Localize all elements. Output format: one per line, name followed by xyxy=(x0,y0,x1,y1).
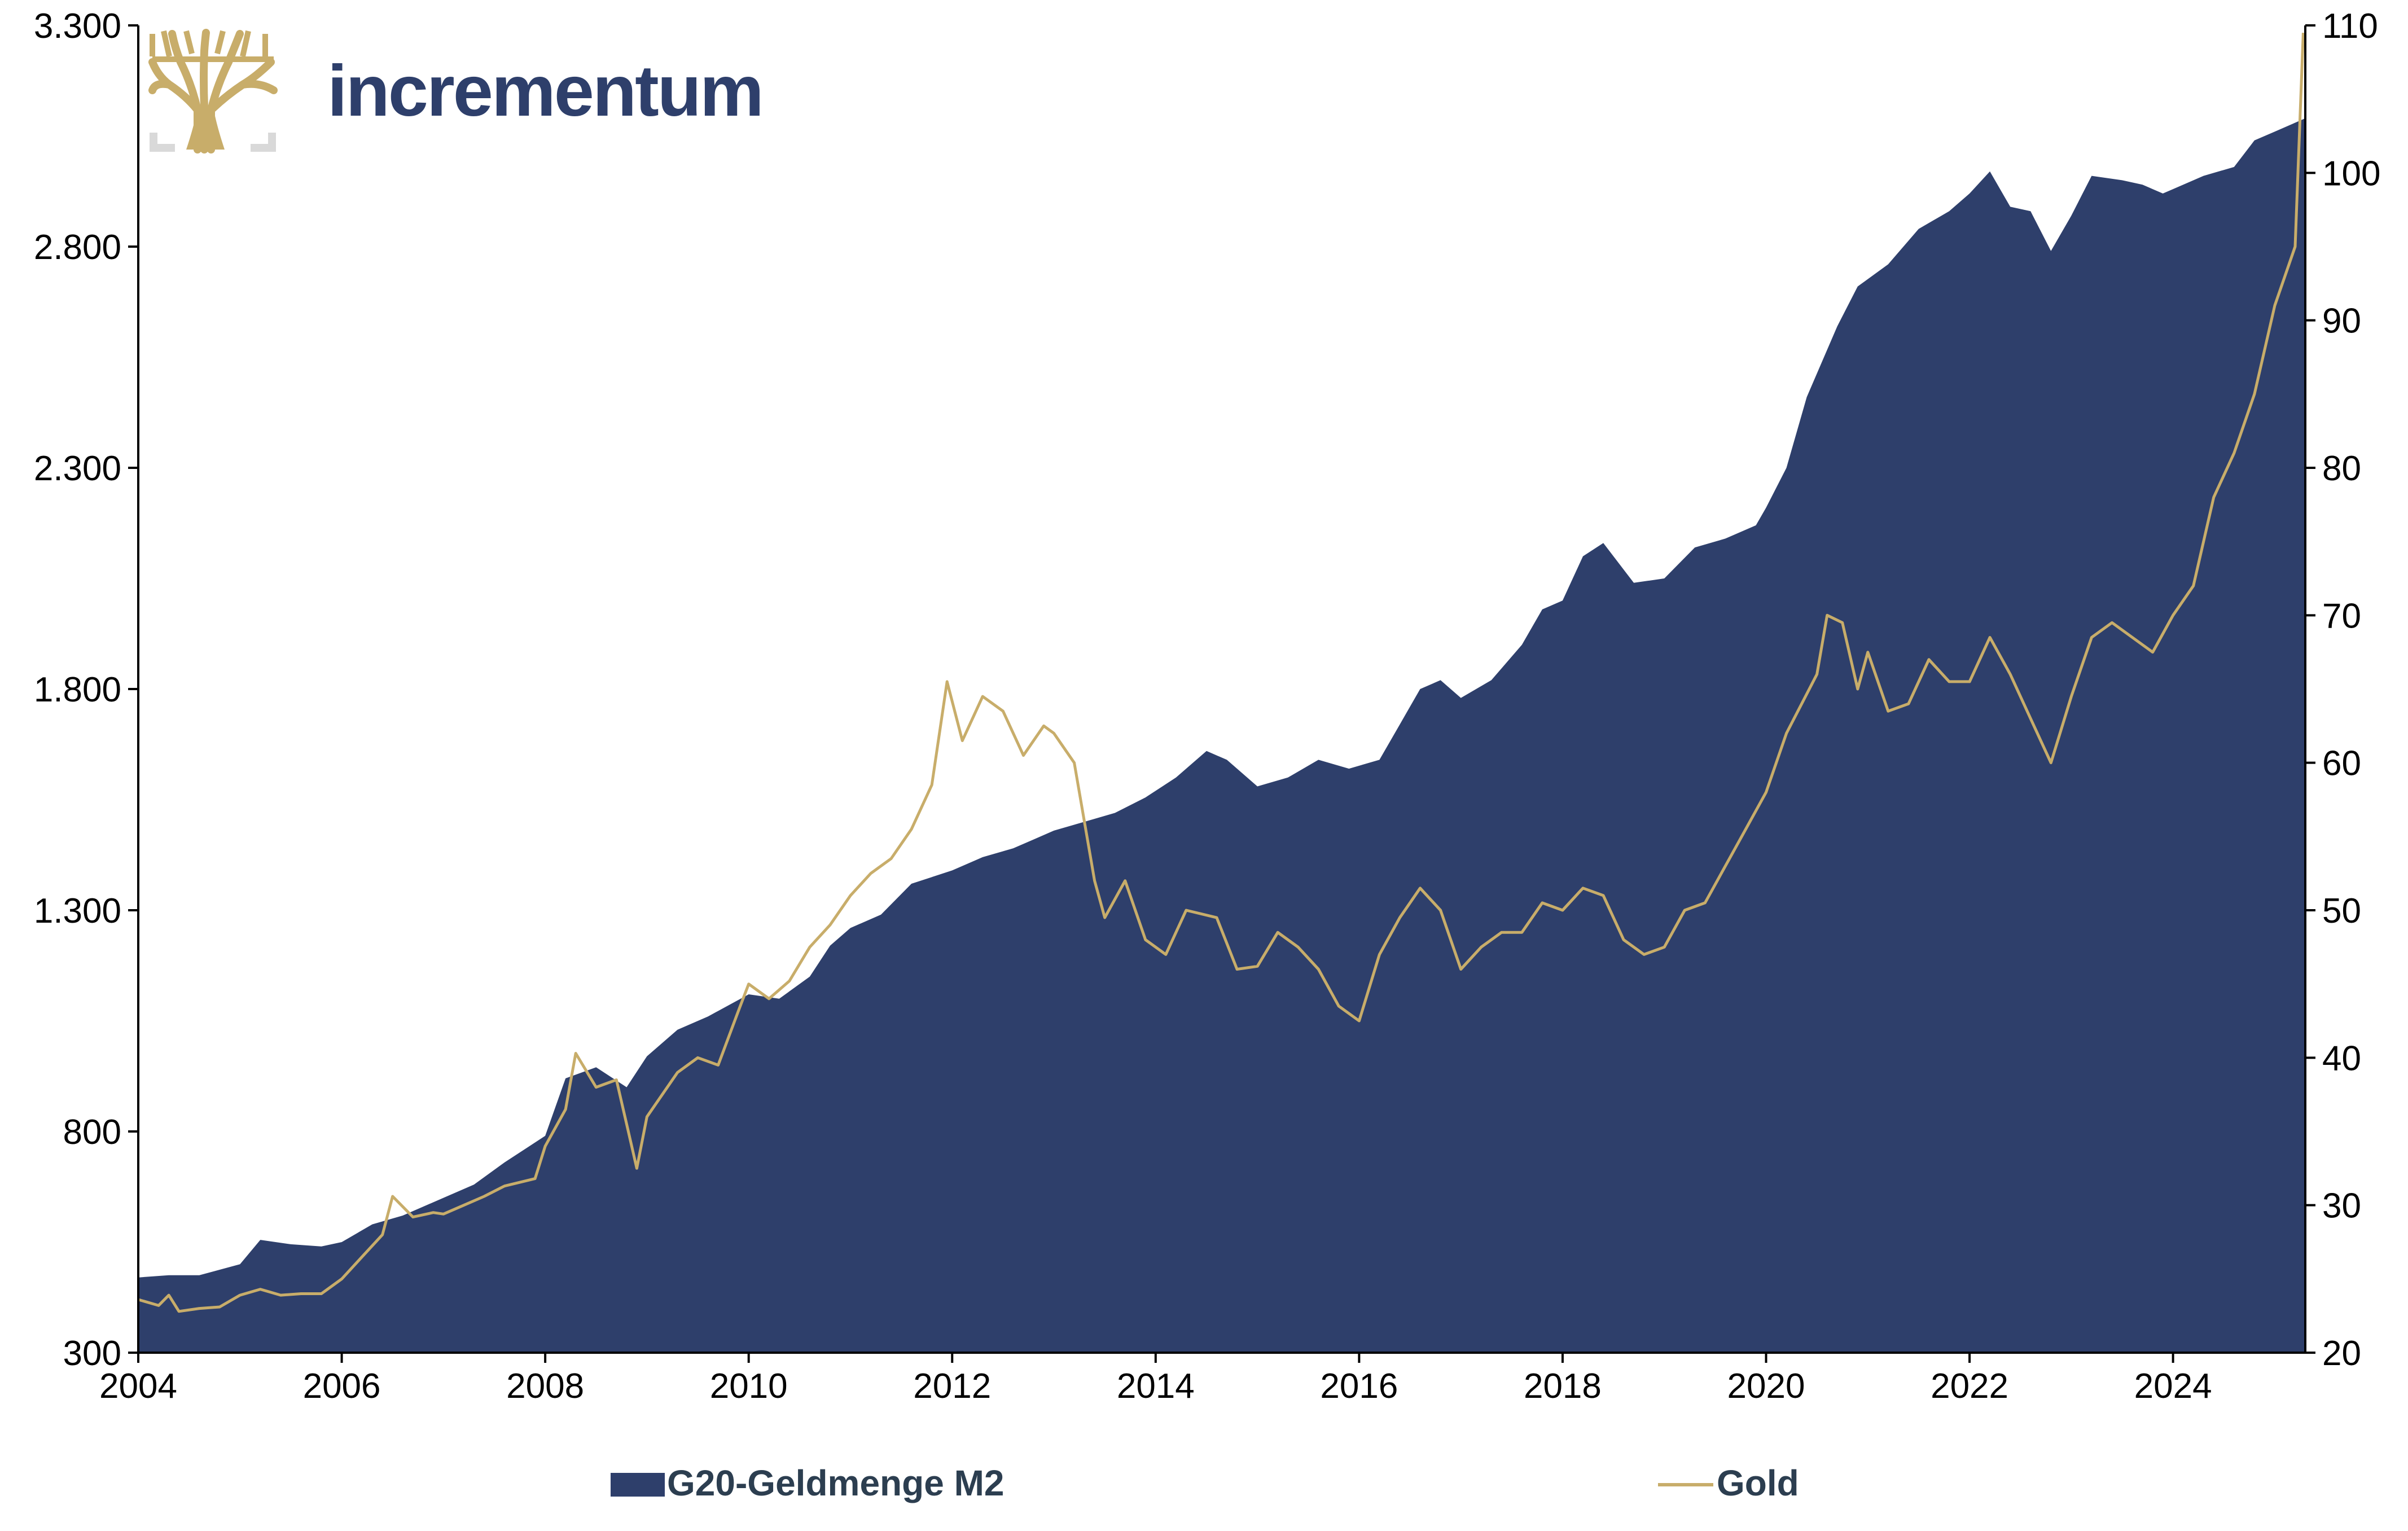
left-tick-label: 2.800 xyxy=(34,228,121,267)
left-tick-label: 2.300 xyxy=(34,449,121,488)
x-tick-label: 2024 xyxy=(2134,1367,2212,1406)
x-tick-label: 2006 xyxy=(303,1367,381,1406)
right-tick-label: 100 xyxy=(2322,154,2380,193)
right-tick-label: 90 xyxy=(2322,302,2361,341)
x-axis-ticks: 2004 2006 2008 2010 2012 2014 2016 2018 2020 2022… xyxy=(99,1353,2212,1406)
x-tick-label: 2018 xyxy=(1524,1367,1602,1406)
right-y-axis-ticks: 20 30 40 50 60 70 80 90 100 110 xyxy=(2305,7,2380,1373)
left-tick-label: 3.300 xyxy=(34,7,121,46)
right-tick-label: 50 xyxy=(2322,892,2361,931)
left-tick-label: 1.300 xyxy=(34,892,121,931)
brand-logo: incrementum xyxy=(148,29,764,153)
x-tick-label: 2014 xyxy=(1117,1367,1195,1406)
right-tick-label: 30 xyxy=(2322,1187,2361,1226)
brand-name: incrementum xyxy=(327,51,762,131)
x-tick-label: 2022 xyxy=(1931,1367,2008,1406)
legend: G20-Geldmenge M2 Gold xyxy=(611,1463,1799,1503)
x-tick-label: 2008 xyxy=(506,1367,584,1406)
left-tick-label: 300 xyxy=(63,1334,121,1373)
right-tick-label: 20 xyxy=(2322,1334,2361,1373)
right-tick-label: 60 xyxy=(2322,744,2361,783)
x-tick-label: 2010 xyxy=(710,1367,788,1406)
x-tick-label: 2012 xyxy=(913,1367,991,1406)
right-tick-label: 80 xyxy=(2322,449,2361,488)
right-tick-label: 40 xyxy=(2322,1039,2361,1078)
x-tick-label: 2016 xyxy=(1320,1367,1398,1406)
m2-area xyxy=(138,118,2305,1353)
left-tick-label: 1.800 xyxy=(34,670,121,709)
right-tick-label: 110 xyxy=(2322,7,2378,46)
gold-line-series xyxy=(138,33,2305,1313)
left-y-axis-ticks: 300 800 1.300 1.800 2.300 2.800 3.300 xyxy=(34,7,138,1373)
m2-area-series xyxy=(138,118,2305,1353)
x-tick-label: 2020 xyxy=(1727,1367,1805,1406)
tree-icon xyxy=(148,29,278,153)
gold-line xyxy=(138,33,2305,1313)
x-tick-label: 2004 xyxy=(99,1367,177,1406)
right-tick-label: 70 xyxy=(2322,596,2361,635)
legend-label-m2: G20-Geldmenge M2 xyxy=(667,1463,1005,1503)
left-tick-label: 800 xyxy=(63,1113,121,1152)
legend-swatch-m2 xyxy=(611,1473,665,1497)
legend-label-gold: Gold xyxy=(1717,1463,1799,1503)
